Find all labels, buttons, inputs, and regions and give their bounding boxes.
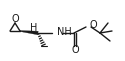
- Text: O: O: [71, 45, 79, 55]
- Text: H: H: [30, 23, 38, 33]
- Text: O: O: [11, 14, 19, 24]
- Text: NH: NH: [57, 27, 72, 37]
- Text: O: O: [89, 20, 97, 30]
- Polygon shape: [20, 30, 38, 35]
